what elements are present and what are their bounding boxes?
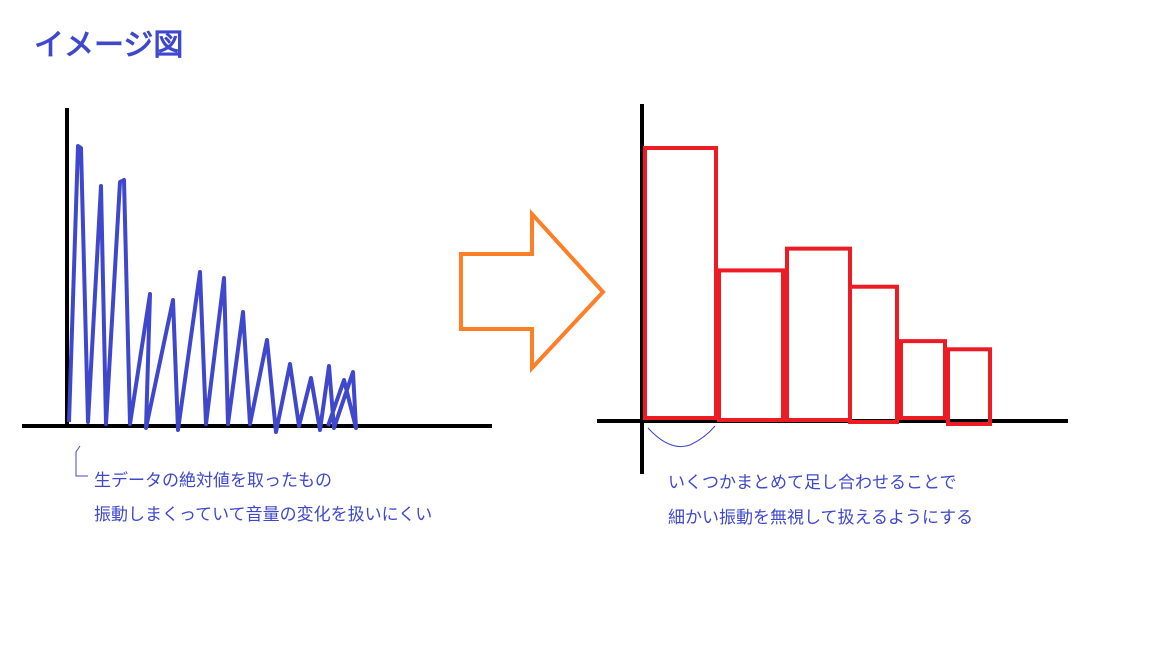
bin-bar: [946, 347, 992, 426]
bin-bar: [785, 246, 852, 422]
raw-waveform-line: [67, 144, 358, 434]
left-note-line-2: 振動しまくっていて音量の変化を扱いにくい: [94, 505, 433, 525]
left-note-line-1: 生データの絶対値を取ったもの: [94, 471, 332, 491]
note-bracket-mark: [75, 445, 88, 477]
transform-arrow-shape: [459, 208, 606, 374]
right-note-line-1: いくつかまとめて足し合わせることで: [668, 473, 957, 493]
right-chart: [597, 104, 1068, 474]
right-note-line-2: 細かい振動を無視して扱えるようにする: [668, 508, 974, 528]
bin-bar: [899, 339, 947, 420]
binned-bars: [643, 146, 992, 426]
page-title: イメージ図: [34, 28, 184, 63]
bin-width-mark: [647, 425, 716, 448]
left-chart: [22, 108, 492, 477]
bin-bar: [717, 268, 785, 422]
bin-bar: [643, 146, 718, 420]
bin-bar: [848, 284, 899, 424]
